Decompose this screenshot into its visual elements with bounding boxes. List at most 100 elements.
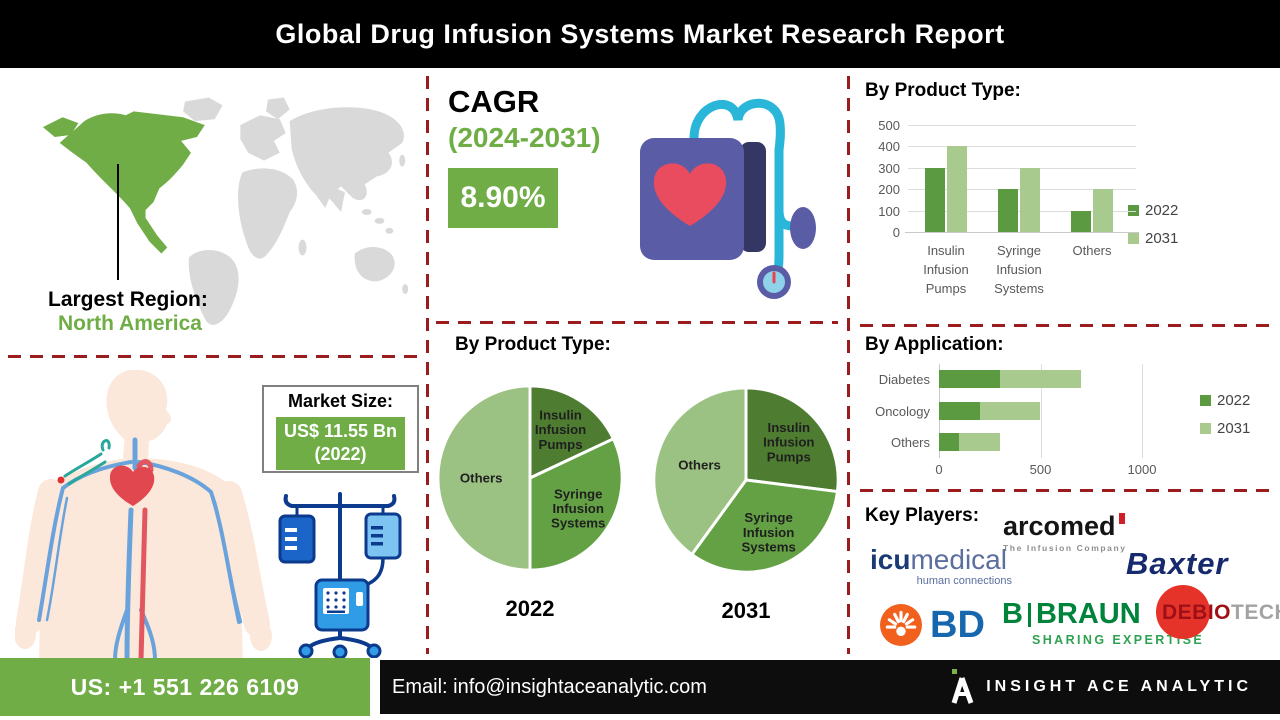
blood-pressure-monitor-illustration bbox=[640, 98, 816, 299]
pie-slice bbox=[652, 386, 748, 556]
bar-2031 bbox=[1093, 189, 1113, 232]
header-banner: Global Drug Infusion Systems Market Rese… bbox=[0, 0, 1280, 68]
bar-2031 bbox=[999, 370, 1082, 388]
human-body-vascular-illustration bbox=[15, 370, 272, 660]
cagr-value-box: 8.90% bbox=[448, 168, 558, 228]
map-europe bbox=[240, 115, 286, 161]
heart-shape bbox=[109, 465, 155, 506]
pie-slice bbox=[690, 478, 839, 574]
pie-slice bbox=[528, 384, 615, 480]
map-new-zealand bbox=[402, 284, 409, 294]
footer-contact-bar: Email: info@insightaceanalytic.com INSIG… bbox=[380, 660, 1280, 714]
x-gridline bbox=[1040, 364, 1042, 458]
divider-vertical-right bbox=[847, 76, 850, 654]
x-axis-tick: 500 bbox=[1029, 462, 1052, 477]
y-axis-tick: 100 bbox=[878, 203, 900, 219]
logo-bbraun: B BRAUN SHARING EXPERTISE bbox=[1002, 598, 1205, 648]
x-axis-line bbox=[905, 232, 1139, 233]
email: Email: info@insightaceanalytic.com bbox=[392, 675, 707, 698]
catheter-lines bbox=[63, 439, 111, 486]
map-australia bbox=[354, 246, 395, 282]
logo-arcomed: arcomed The Infusion Company bbox=[1003, 511, 1127, 554]
bar-2022 bbox=[998, 189, 1018, 232]
world-map bbox=[42, 97, 409, 325]
bar-2031 bbox=[959, 433, 1000, 451]
divider-right-horizontal-1 bbox=[860, 324, 1272, 327]
pie-slice-label: Others bbox=[678, 457, 721, 472]
bar-2022 bbox=[925, 167, 945, 232]
y-axis-tick: 400 bbox=[878, 139, 900, 155]
map-africa bbox=[238, 168, 298, 259]
x-axis-tick: 1000 bbox=[1127, 462, 1157, 477]
bar-2031 bbox=[979, 401, 1041, 420]
bar-2031 bbox=[1020, 167, 1040, 232]
legend-2031: 2031 bbox=[1128, 230, 1178, 247]
map-asia bbox=[289, 107, 404, 209]
divider-vertical-left bbox=[426, 76, 429, 654]
category-label: Oncology bbox=[875, 403, 930, 419]
legend-app-2022: 2022 bbox=[1200, 392, 1250, 409]
category-label: Others bbox=[1072, 243, 1112, 258]
y-axis-tick: 300 bbox=[878, 160, 900, 176]
bd-sunburst-icon bbox=[880, 604, 922, 646]
map-india bbox=[329, 186, 345, 213]
legend-app-2031: 2031 bbox=[1200, 420, 1250, 437]
footer-phone-box: US: +1 551 226 6109 bbox=[0, 658, 370, 716]
map-scandinavia bbox=[266, 97, 290, 120]
product-type-bar-chart: 2022 2031 0 100 200 300 400 500 Insulin Infusi… bbox=[870, 110, 1180, 310]
pie-caption-2022: 2022 bbox=[505, 596, 555, 621]
pie-slice-label: Syringe Infusion Systems bbox=[551, 486, 605, 530]
largest-region-value: North America bbox=[58, 312, 202, 335]
bar-2022 bbox=[939, 401, 980, 420]
divider-right-horizontal-2 bbox=[860, 489, 1272, 492]
market-size-box: Market Size: US$ 11.55 Bn (2022) bbox=[262, 385, 419, 473]
market-size-value: US$ 11.55 Bn (2022) bbox=[276, 417, 405, 470]
y-axis-tick: 200 bbox=[878, 182, 900, 198]
logo-debiotech: DEBIOTECH bbox=[1156, 585, 1280, 643]
legend-swatch-2022 bbox=[1128, 205, 1139, 216]
pie-slice-label: Others bbox=[460, 470, 503, 485]
category-label: Insulin Infusion Pumps bbox=[923, 243, 969, 296]
logo-baxter: Baxter bbox=[1126, 546, 1229, 581]
debiotech-red-circle bbox=[1156, 585, 1210, 639]
insight-ace-logo-icon bbox=[951, 669, 974, 704]
divider-left-horizontal bbox=[8, 355, 418, 358]
region-pointer-line bbox=[117, 164, 119, 280]
map-south-america bbox=[188, 250, 239, 325]
pie-slice bbox=[744, 386, 840, 494]
bar-2022 bbox=[939, 370, 1000, 388]
legend-2022: 2022 bbox=[1128, 202, 1178, 219]
legend-swatch-app-2022 bbox=[1200, 395, 1211, 406]
cagr-period: (2024-2031) bbox=[448, 122, 601, 153]
bar-2031 bbox=[947, 146, 967, 232]
map-greenland bbox=[183, 97, 223, 122]
map-alaska bbox=[42, 117, 79, 137]
bar-section-title: By Product Type: bbox=[865, 80, 1021, 101]
category-label: Others bbox=[890, 435, 930, 450]
application-bar-chart: 2022 2031 0 500 1000 Diabetes Oncology Others bbox=[870, 360, 1280, 490]
region-north-america-highlight bbox=[59, 111, 205, 254]
company-name: INSIGHT ACE ANALYTIC bbox=[986, 678, 1252, 695]
pie-slice bbox=[528, 437, 624, 572]
phone-number: US: +1 551 226 6109 bbox=[70, 673, 300, 700]
gridline bbox=[908, 146, 1136, 148]
legend-swatch-2031 bbox=[1128, 233, 1139, 244]
y-axis-tick: 500 bbox=[878, 118, 900, 133]
pie-caption-2031: 2031 bbox=[721, 598, 771, 623]
divider-middle-horizontal bbox=[436, 321, 838, 324]
logo-bd: BD bbox=[880, 604, 985, 646]
x-axis-tick: 0 bbox=[935, 462, 943, 477]
page-title: Global Drug Infusion Systems Market Rese… bbox=[275, 18, 1005, 49]
pie-chart-2031: Insulin Infusion Pumps Syringe Infusion Syste… bbox=[652, 386, 840, 574]
pie-slice bbox=[436, 384, 532, 572]
bar-2022 bbox=[939, 433, 960, 451]
cuff-back-panel bbox=[740, 142, 766, 252]
map-madagascar bbox=[298, 239, 307, 256]
application-section-title: By Application: bbox=[865, 334, 1004, 355]
iv-stand-illustration bbox=[278, 492, 402, 658]
category-label: Diabetes bbox=[878, 372, 930, 387]
market-size-label: Market Size: bbox=[287, 391, 394, 411]
cagr-value: 8.90% bbox=[460, 181, 546, 214]
gridline bbox=[908, 125, 1136, 126]
